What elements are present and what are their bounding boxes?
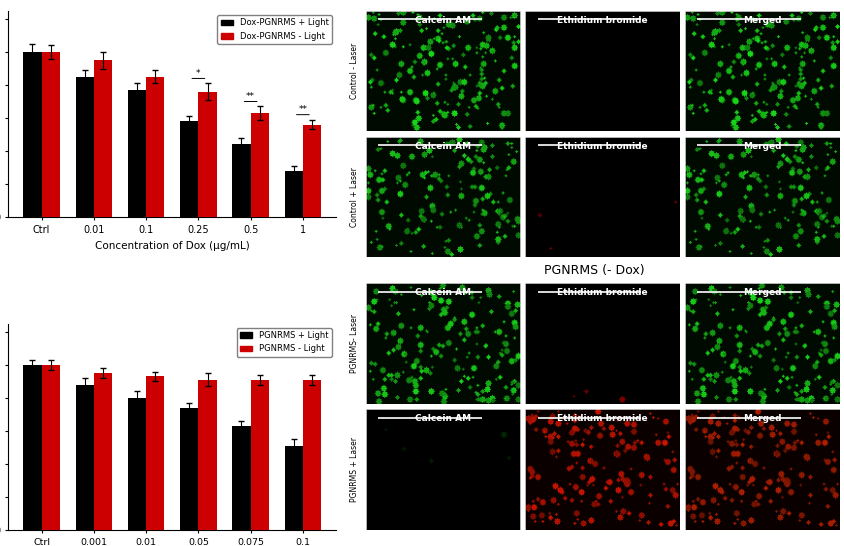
Bar [24,365,41,530]
Bar [24,52,41,217]
Bar [76,385,94,530]
Text: Calcein AM: Calcein AM [415,288,471,297]
Text: **: ** [299,105,307,114]
Bar [94,373,112,530]
Bar [303,124,322,217]
Text: Calcein AM: Calcein AM [415,142,471,151]
Bar [180,408,198,530]
Bar [127,398,146,530]
Text: Merged: Merged [743,288,782,297]
Text: *: * [196,69,201,78]
Text: **: ** [246,92,255,100]
Bar [146,77,165,217]
Text: Ethidium bromide: Ethidium bromide [557,288,648,297]
Legend: Dox-PGNRMS + Light, Dox-PGNRMS - Light: Dox-PGNRMS + Light, Dox-PGNRMS - Light [217,15,332,44]
X-axis label: Concentration of Dox (μg/mL): Concentration of Dox (μg/mL) [95,241,250,251]
Text: Ethidium bromide: Ethidium bromide [557,16,648,25]
Text: Ethidium bromide: Ethidium bromide [557,142,648,151]
Text: PGNRMS- Laser: PGNRMS- Laser [350,314,359,373]
Bar [127,90,146,217]
Text: PGNRMS (- Dox): PGNRMS (- Dox) [544,264,644,277]
Bar [232,144,251,217]
Bar [251,380,269,530]
Bar [41,365,60,530]
Bar [41,52,60,217]
Text: Merged: Merged [743,414,782,423]
Text: PGNRMS + Laser: PGNRMS + Laser [350,437,359,502]
Bar [198,92,217,217]
Bar [180,121,198,217]
Bar [251,113,269,217]
Text: Control + Laser: Control + Laser [350,167,359,227]
Bar [284,171,303,217]
Text: Merged: Merged [743,142,782,151]
Bar [94,60,112,217]
Bar [146,377,165,530]
Text: Merged: Merged [743,16,782,25]
Text: Calcein AM: Calcein AM [415,16,471,25]
Bar [198,380,217,530]
Bar [232,426,251,530]
Text: Calcein AM: Calcein AM [415,414,471,423]
Text: Control - Laser: Control - Laser [350,43,359,99]
Legend: PGNRMS + Light, PGNRMS - Light: PGNRMS + Light, PGNRMS - Light [236,328,332,357]
Bar [284,446,303,530]
Bar [76,77,94,217]
Bar [303,380,322,530]
Text: Ethidium bromide: Ethidium bromide [557,414,648,423]
